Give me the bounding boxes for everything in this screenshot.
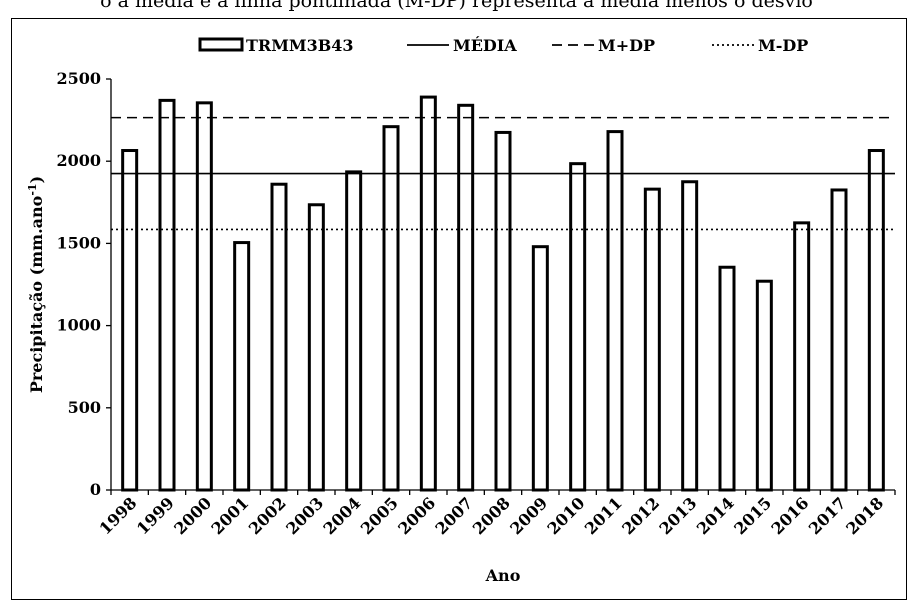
bar-2011 bbox=[606, 130, 624, 492]
x-tick-label: 2008 bbox=[469, 493, 514, 538]
bar-2012 bbox=[643, 187, 661, 492]
x-tick-label: 2005 bbox=[357, 493, 402, 538]
figure-caption-fragment: o a média e a linha pontilhada (M-DP) re… bbox=[100, 0, 813, 12]
bar-2016 bbox=[793, 221, 811, 492]
x-tick-label: 2016 bbox=[768, 493, 813, 538]
y-tick-label: 1500 bbox=[56, 233, 101, 252]
bar-2005 bbox=[382, 125, 400, 492]
x-tick-label: 2009 bbox=[506, 493, 551, 538]
bar-2009 bbox=[531, 245, 549, 492]
bar-2004 bbox=[345, 170, 363, 492]
bar-2007 bbox=[457, 103, 475, 492]
x-tick-label: 2000 bbox=[170, 493, 215, 538]
x-tick-label: 2018 bbox=[842, 493, 887, 538]
bar-2008 bbox=[494, 130, 512, 492]
y-tick-label: 2000 bbox=[56, 151, 101, 170]
bar-2014 bbox=[718, 265, 736, 492]
x-tick-label: 2002 bbox=[245, 493, 290, 538]
y-tick-label: 0 bbox=[90, 480, 101, 499]
x-tick-label: 2013 bbox=[656, 493, 701, 538]
legend-bar-swatch bbox=[198, 37, 244, 52]
x-tick-label: 1998 bbox=[96, 493, 141, 538]
bar-2006 bbox=[419, 95, 437, 492]
bar-2013 bbox=[681, 180, 699, 492]
bar-1999 bbox=[158, 98, 176, 492]
y-tick-label: 2500 bbox=[56, 69, 101, 88]
x-tick-label: 2004 bbox=[320, 493, 365, 538]
x-tick-label: 1999 bbox=[133, 493, 178, 538]
bar-2002 bbox=[270, 182, 288, 492]
bar-2017 bbox=[830, 188, 848, 492]
bar-2001 bbox=[233, 241, 251, 492]
x-tick-label: 2017 bbox=[805, 493, 850, 538]
chart-legend: TRMM3B43 MÉDIA M+DP M-DP bbox=[198, 35, 808, 55]
bar-1998 bbox=[121, 149, 139, 492]
bar-2015 bbox=[755, 279, 773, 492]
legend-label-dotted: M-DP bbox=[758, 36, 808, 55]
x-tick-label: 2007 bbox=[432, 493, 477, 538]
x-tick-label: 2006 bbox=[394, 493, 439, 538]
bar-2003 bbox=[307, 203, 325, 492]
x-tick-labels: 1998199920002001200220032004200520062007… bbox=[96, 490, 896, 538]
x-tick-label: 2011 bbox=[581, 493, 626, 538]
bar-2018 bbox=[867, 149, 885, 492]
legend-label-dashed: M+DP bbox=[598, 36, 655, 55]
y-axis-title: Precipitação (mm.ano-1) bbox=[26, 176, 46, 393]
precipitation-chart: TRMM3B43 MÉDIA M+DP M-DP 199819992000200120… bbox=[26, 35, 896, 585]
x-tick-label: 2014 bbox=[693, 493, 738, 538]
x-tick-label: 2003 bbox=[282, 493, 327, 538]
legend-label-bars: TRMM3B43 bbox=[246, 36, 354, 55]
bar-series bbox=[121, 95, 885, 492]
reference-lines bbox=[111, 116, 895, 231]
legend-label-solid: MÉDIA bbox=[453, 35, 517, 55]
x-tick-label: 2010 bbox=[544, 493, 589, 538]
x-tick-label: 2012 bbox=[618, 493, 663, 538]
y-tick-label: 1000 bbox=[56, 316, 101, 335]
x-tick-label: 2015 bbox=[730, 493, 775, 538]
bar-2000 bbox=[195, 101, 213, 492]
x-axis-title: Ano bbox=[485, 566, 521, 585]
y-tick-labels: 0 500 1000 1500 2000 2500 bbox=[56, 69, 111, 499]
chart-frame: TRMM3B43 MÉDIA M+DP M-DP 1998 1999 2000 2001 20… bbox=[11, 18, 907, 600]
bar-2010 bbox=[569, 162, 587, 492]
y-tick-label: 500 bbox=[68, 398, 101, 417]
x-tick-label: 2001 bbox=[208, 493, 253, 538]
